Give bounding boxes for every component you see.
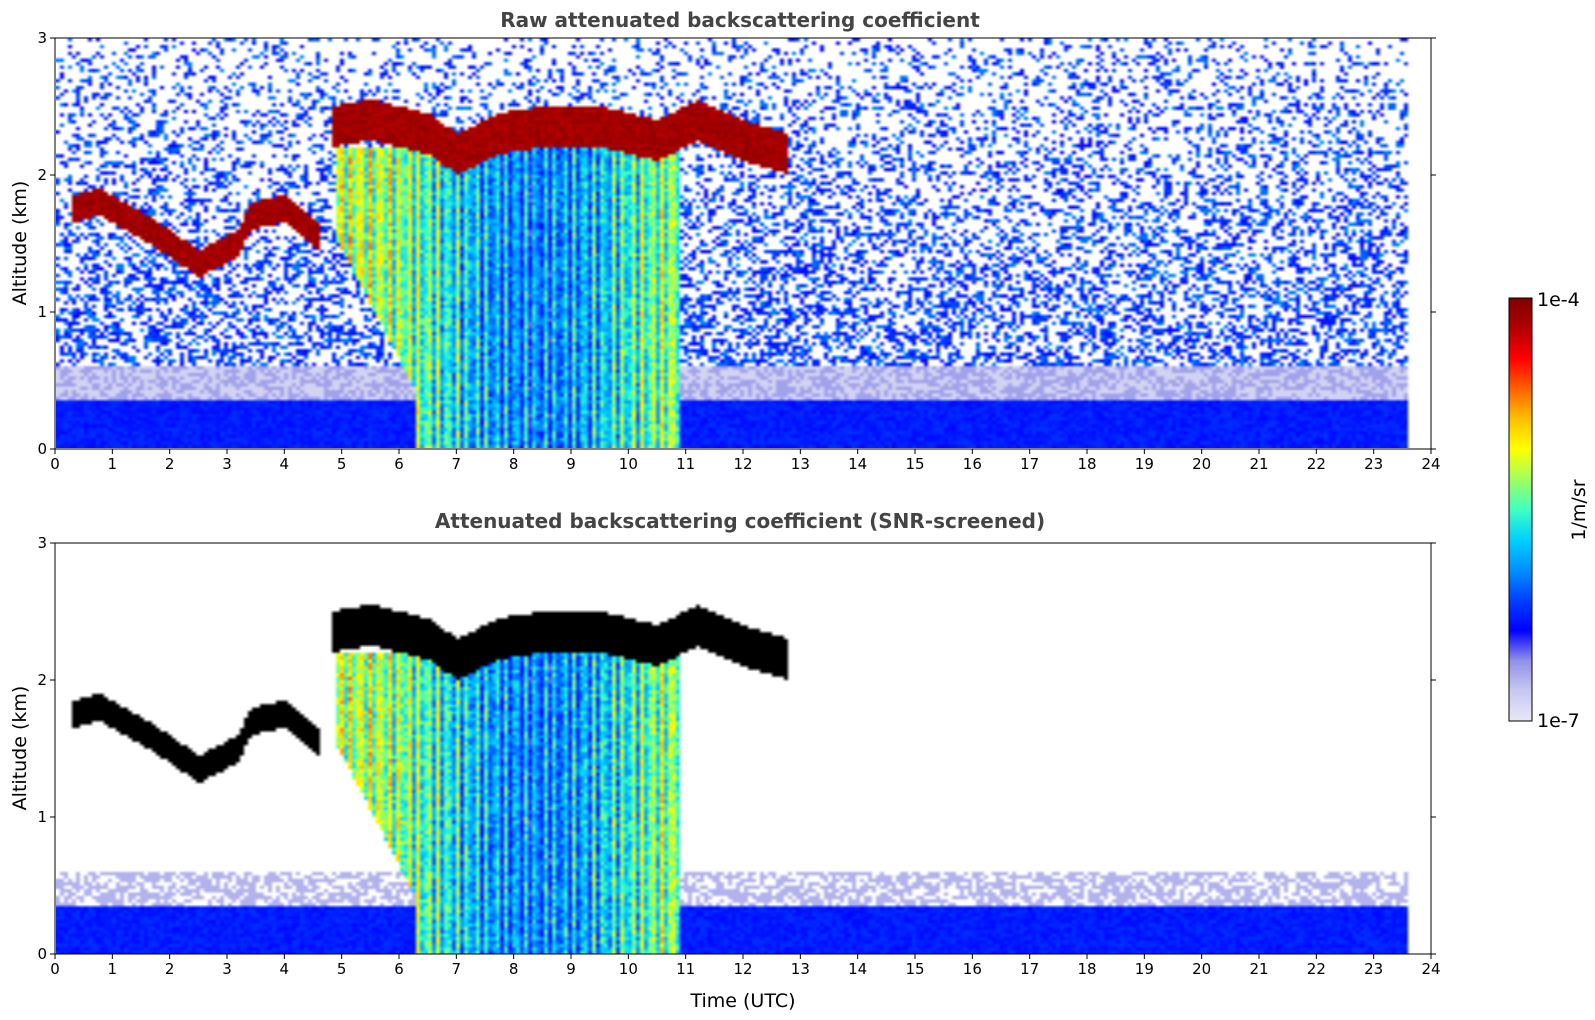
x-tick-label: 0 xyxy=(50,455,60,473)
y-tick-label: 0 xyxy=(37,945,47,963)
x-tick-label: 20 xyxy=(1192,455,1211,473)
x-tick-label: 24 xyxy=(1421,455,1440,473)
x-tick-label: 18 xyxy=(1077,455,1096,473)
y-tick-label: 1 xyxy=(37,303,47,321)
y-tick-label: 2 xyxy=(37,166,47,184)
x-tick-label: 8 xyxy=(509,960,519,978)
x-tick-label: 7 xyxy=(452,960,462,978)
x-tick-label: 13 xyxy=(791,455,810,473)
x-tick-label: 4 xyxy=(280,455,290,473)
x-tick-label: 22 xyxy=(1307,960,1326,978)
x-tick-label: 10 xyxy=(619,960,638,978)
y-tick-label: 2 xyxy=(37,671,47,689)
x-tick-label: 3 xyxy=(222,960,232,978)
x-tick-label: 11 xyxy=(676,960,695,978)
y-tick-label: 3 xyxy=(37,29,47,47)
x-tick-label: 24 xyxy=(1421,960,1440,978)
x-tick-label: 21 xyxy=(1249,960,1268,978)
x-tick-label: 2 xyxy=(165,455,175,473)
x-tick-label: 7 xyxy=(452,455,462,473)
x-tick-label: 2 xyxy=(165,960,175,978)
colorbar-min-label: 1e-7 xyxy=(1537,710,1580,732)
y-tick-label: 0 xyxy=(37,440,47,458)
x-tick-label: 0 xyxy=(50,960,60,978)
x-tick-label: 18 xyxy=(1077,960,1096,978)
x-tick-label: 1 xyxy=(108,960,118,978)
x-tick-label: 10 xyxy=(619,455,638,473)
x-ticks-raw: 0 1 2 3 4 5 6 7 8 9 10 11 12 13 14 15 16 17 18 19 20 21 22 23 24 xyxy=(50,449,1441,473)
x-tick-label: 1 xyxy=(108,455,118,473)
x-tick-label: 5 xyxy=(337,455,347,473)
x-tick-label: 13 xyxy=(791,960,810,978)
panel-title-raw: Raw attenuated backscattering coefficien… xyxy=(500,8,980,32)
x-tick-label: 9 xyxy=(566,455,576,473)
x-tick-label: 23 xyxy=(1364,455,1383,473)
x-tick-label: 5 xyxy=(337,960,347,978)
x-tick-label: 15 xyxy=(905,960,924,978)
heatmap-raw xyxy=(56,38,1432,448)
x-tick-label: 17 xyxy=(1020,455,1039,473)
colorbar-unit-label: 1/m/sr xyxy=(1568,479,1590,540)
x-tick-label: 3 xyxy=(222,455,232,473)
x-tick-label: 16 xyxy=(963,960,982,978)
ylabel-screened: Altitude (km) xyxy=(9,686,31,811)
xlabel-screened: Time (UTC) xyxy=(689,990,795,1012)
x-tick-label: 14 xyxy=(848,455,867,473)
x-tick-label: 20 xyxy=(1192,960,1211,978)
x-tick-label: 21 xyxy=(1249,455,1268,473)
ylabel-raw: Altitude (km) xyxy=(9,181,31,306)
colorbar: 1e-4 1e-7 1/m/sr xyxy=(1508,289,1590,732)
x-tick-label: 12 xyxy=(733,455,752,473)
x-tick-label: 6 xyxy=(394,455,404,473)
x-tick-label: 8 xyxy=(509,455,519,473)
x-tick-label: 4 xyxy=(280,960,290,978)
x-tick-label: 14 xyxy=(848,960,867,978)
x-tick-label: 22 xyxy=(1307,455,1326,473)
x-tick-label: 19 xyxy=(1135,455,1154,473)
x-tick-label: 6 xyxy=(394,960,404,978)
y-tick-label: 1 xyxy=(37,808,47,826)
panel-screened: Attenuated backscattering coefficient (S… xyxy=(9,509,1441,1012)
x-tick-label: 16 xyxy=(963,455,982,473)
x-tick-label: 17 xyxy=(1020,960,1039,978)
x-ticks-screened: 0 1 2 3 4 5 6 7 8 9 10 11 12 13 14 15 16 17 18 19 20 21 22 23 24 xyxy=(50,954,1441,978)
panel-raw: Raw attenuated backscattering coefficien… xyxy=(9,8,1441,473)
x-tick-label: 23 xyxy=(1364,960,1383,978)
x-tick-label: 9 xyxy=(566,960,576,978)
x-tick-label: 15 xyxy=(905,455,924,473)
x-tick-label: 11 xyxy=(676,455,695,473)
x-tick-label: 19 xyxy=(1135,960,1154,978)
colorbar-gradient xyxy=(1508,297,1533,722)
panel-title-screened: Attenuated backscattering coefficient (S… xyxy=(435,509,1045,533)
x-tick-label: 12 xyxy=(733,960,752,978)
heatmap-screened xyxy=(56,543,1432,954)
y-ticks-screened: 0 1 2 3 xyxy=(37,534,1436,963)
colorbar-max-label: 1e-4 xyxy=(1537,289,1580,311)
y-tick-label: 3 xyxy=(37,534,47,552)
y-ticks-raw: 0 1 2 3 xyxy=(37,29,1436,458)
